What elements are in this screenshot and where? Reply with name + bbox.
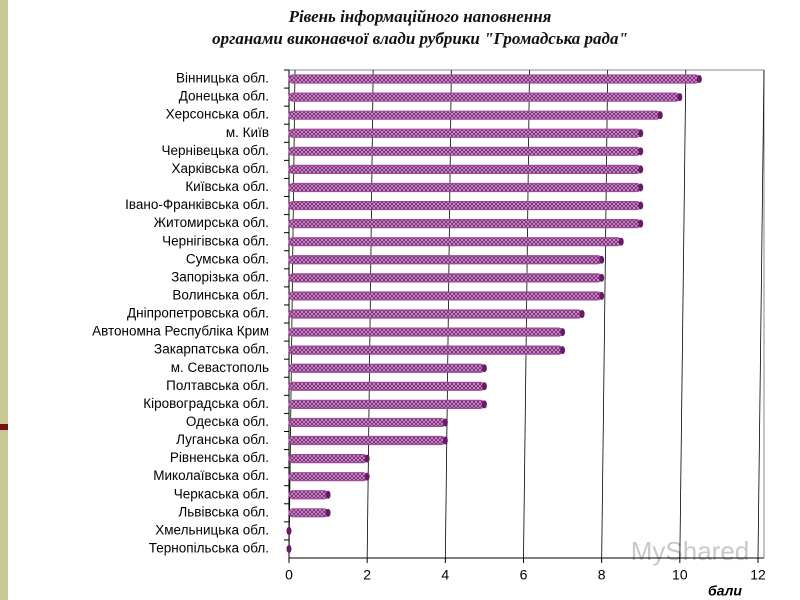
y-tick-label: м. Севастополь [171, 360, 269, 375]
y-tick-label: Дніпропетровська обл. [127, 306, 269, 321]
bar-end [638, 183, 644, 192]
bar-end [325, 490, 331, 499]
bar [288, 490, 329, 500]
bar [288, 363, 486, 373]
bar-end [638, 219, 644, 228]
x-tick-label: 12 [750, 567, 766, 583]
bar [288, 273, 603, 283]
bar [288, 327, 564, 337]
bar [288, 128, 642, 138]
bar [288, 291, 603, 301]
bar [288, 399, 486, 409]
grid-line [601, 69, 609, 559]
bar [288, 219, 642, 229]
bar [288, 345, 564, 355]
bar-end [579, 310, 585, 318]
bar-end [364, 454, 370, 463]
x-tick-label: 2 [363, 567, 371, 583]
bar-end [442, 418, 448, 427]
x-tick-label: 4 [441, 567, 449, 583]
bar-end [618, 237, 624, 246]
slide-mark [0, 424, 8, 430]
y-tick-label: Миколаївська обл. [153, 468, 269, 483]
bar [288, 237, 622, 247]
bar-end [599, 255, 605, 264]
y-tick-label: Закарпатська обл. [154, 342, 269, 357]
bar-end [599, 291, 605, 300]
bar [288, 110, 661, 120]
bar [288, 255, 603, 265]
bar-end [677, 93, 683, 102]
bar-end [481, 400, 487, 409]
y-tick-label: Івано-Франківська обл. [125, 197, 269, 212]
y-tick-label: Черкаська обл. [174, 486, 269, 501]
y-tick-label: Львівська обл. [178, 504, 269, 519]
y-tick-label: Луганська обл. [176, 432, 269, 447]
bar [288, 92, 681, 102]
bar-end [599, 273, 605, 282]
chart-title: органами виконавчої влади рубрики "Грома… [212, 29, 628, 48]
bar-end [325, 508, 331, 517]
y-tick-label: Київська обл. [185, 179, 269, 194]
y-tick-label: Хмельницька обл. [155, 522, 269, 537]
x-tick-label: 10 [672, 567, 688, 583]
bar-end [560, 328, 566, 337]
y-tick-label: Чернігівська обл. [162, 233, 269, 248]
y-tick-label: Харківська обл. [172, 161, 269, 176]
chart-title: Рівень інформаційного наповнення [288, 7, 552, 26]
y-tick-label: Кіровоградська обл. [143, 396, 269, 411]
x-tick-label: 8 [598, 567, 606, 583]
y-tick-label: Чернівецька обл. [162, 143, 270, 158]
bar-end [560, 346, 566, 355]
y-tick-label: Волинська обл. [172, 287, 269, 302]
bar-end [638, 147, 644, 156]
y-tick-label: Автономна Республіка Крим [92, 324, 269, 339]
bar [288, 309, 583, 319]
bar-end [442, 436, 448, 445]
x-axis-label: бали [708, 583, 742, 599]
bar [288, 508, 329, 518]
bar-end [364, 472, 370, 481]
y-tick-label: Житомирська обл. [154, 215, 269, 230]
x-tick-label: 0 [285, 567, 293, 583]
bar [288, 164, 642, 175]
y-tick-label: Одеська обл. [186, 414, 269, 429]
x-tick-label: 6 [520, 567, 528, 583]
slide-strip [0, 0, 8, 600]
y-tick-label: Рівненська обл. [170, 450, 269, 465]
bar [288, 200, 642, 211]
bar [288, 417, 446, 428]
bar [288, 74, 700, 84]
bar-end [286, 526, 292, 535]
y-tick-label: Полтавська обл. [166, 378, 269, 393]
bar [288, 453, 368, 464]
y-tick-label: Тернопільська обл. [149, 541, 269, 556]
bar [288, 472, 368, 482]
bar [288, 381, 486, 391]
y-tick-label: Запорізька обл. [171, 269, 269, 284]
bar-end [638, 165, 644, 174]
bar [288, 146, 642, 156]
watermark: MyShared [631, 536, 750, 566]
bar-end [481, 364, 487, 373]
grid-line [679, 69, 687, 559]
y-tick-label: Вінницька обл. [176, 71, 269, 86]
bar [288, 435, 446, 446]
bar-end [696, 75, 702, 84]
y-tick-label: Сумська обл. [186, 251, 269, 266]
bar-end [638, 129, 644, 138]
bar-end [638, 201, 644, 210]
grid-line [757, 69, 765, 559]
bar-end [657, 111, 663, 120]
bar-end [481, 382, 487, 391]
bar-end [286, 544, 292, 553]
y-tick-label: м. Київ [226, 125, 269, 140]
y-tick-label: Донецька обл. [179, 89, 269, 104]
bar [288, 182, 642, 193]
y-tick-label: Херсонська обл. [166, 107, 269, 122]
